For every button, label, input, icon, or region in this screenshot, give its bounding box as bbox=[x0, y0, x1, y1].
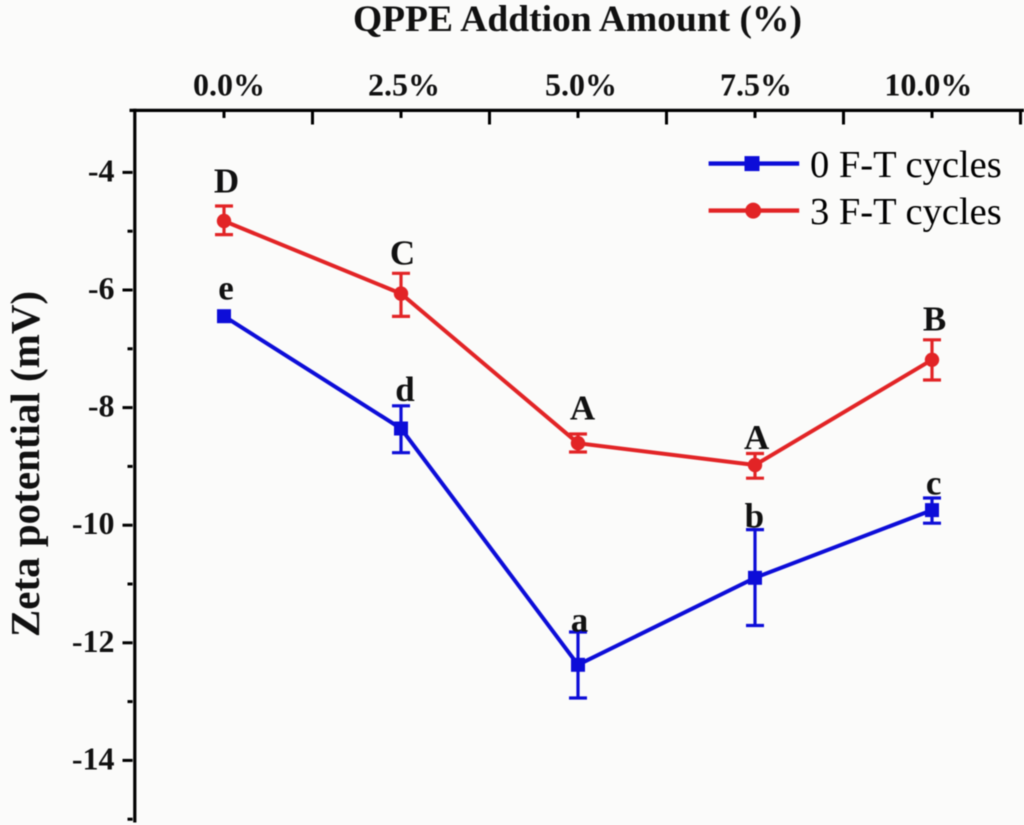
svg-text:-14: -14 bbox=[72, 740, 115, 776]
svg-text:D: D bbox=[214, 162, 239, 201]
svg-text:7.5%: 7.5% bbox=[720, 67, 792, 103]
svg-text:10.0%: 10.0% bbox=[884, 67, 972, 103]
svg-text:d: d bbox=[395, 370, 415, 409]
svg-text:c: c bbox=[926, 464, 942, 503]
svg-text:-4: -4 bbox=[88, 152, 115, 188]
svg-text:A: A bbox=[570, 389, 596, 428]
svg-text:-6: -6 bbox=[88, 270, 115, 306]
svg-text:Zeta potential (mV): Zeta potential (mV) bbox=[2, 291, 48, 637]
svg-text:0 F-T cycles: 0 F-T cycles bbox=[810, 144, 1002, 186]
svg-text:e: e bbox=[218, 269, 234, 308]
svg-text:3 F-T cycles: 3 F-T cycles bbox=[810, 191, 1002, 233]
svg-text:0.0%: 0.0% bbox=[193, 67, 265, 103]
svg-text:5.0%: 5.0% bbox=[545, 67, 617, 103]
svg-text:C: C bbox=[390, 234, 415, 273]
svg-text:B: B bbox=[923, 300, 946, 339]
svg-text:-12: -12 bbox=[72, 623, 115, 659]
svg-text:A: A bbox=[744, 418, 770, 457]
svg-text:b: b bbox=[745, 497, 764, 536]
svg-text:-8: -8 bbox=[88, 388, 115, 424]
svg-text:QPPE Addtion Amount (%): QPPE Addtion Amount (%) bbox=[353, 0, 802, 40]
svg-text:-10: -10 bbox=[72, 505, 115, 541]
svg-text:a: a bbox=[571, 601, 589, 640]
svg-text:2.5%: 2.5% bbox=[368, 67, 440, 103]
